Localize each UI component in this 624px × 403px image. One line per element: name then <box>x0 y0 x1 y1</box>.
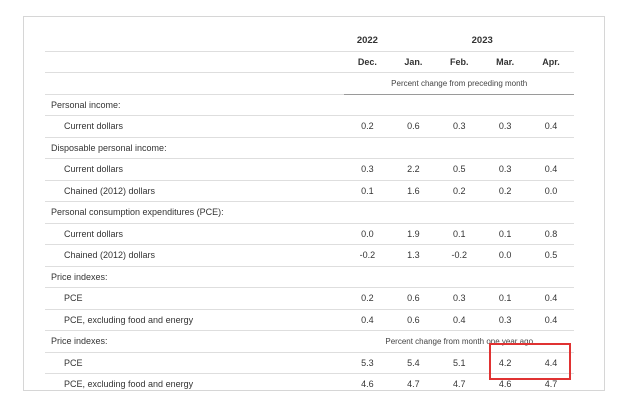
row-label: Current dollars <box>45 222 345 245</box>
table-row: Current dollars 0.2 0.6 0.3 0.3 0.4 <box>45 115 574 137</box>
value-cell: 2.2 <box>390 158 437 180</box>
year-2023: 2023 <box>471 34 493 46</box>
value-cell: 0.6 <box>390 115 437 137</box>
month-apr: Apr. <box>528 50 574 73</box>
table-row: Personal income: <box>45 93 574 116</box>
value-cell: 5.4 <box>390 351 437 374</box>
value-cell: -0.2 <box>436 244 483 266</box>
row-label: Chained (2012) dollars <box>45 179 345 202</box>
value-cell: 0.5 <box>528 244 574 266</box>
value-cell: 4.7 <box>436 373 483 395</box>
header-blank <box>45 50 345 73</box>
value-cell: 0.1 <box>482 222 529 245</box>
value-cell: 4.6 <box>344 373 391 395</box>
row-label: PCE, excluding food and energy <box>45 373 345 395</box>
value-cell: 1.9 <box>390 222 437 245</box>
month-mar: Mar. <box>482 50 529 73</box>
section-label: Personal consumption expenditures (PCE): <box>45 201 345 223</box>
unit-label-yoy: Percent change from month one year ago <box>344 330 574 352</box>
empty-cell <box>344 136 574 159</box>
value-cell: 4.7 <box>390 373 437 395</box>
header-blank <box>45 30 344 51</box>
year-2022: 2022 <box>356 34 378 46</box>
value-cell: 0.2 <box>436 179 483 202</box>
value-cell: 5.1 <box>436 351 483 374</box>
section-label: Personal income: <box>45 93 345 116</box>
month-dec: Dec. <box>344 50 391 73</box>
row-label: Current dollars <box>45 115 345 137</box>
value-cell: 0.4 <box>528 115 574 137</box>
value-cell: 0.4 <box>528 308 574 331</box>
table-row: PCE 5.3 5.4 5.1 4.2 4.4 <box>45 351 574 374</box>
value-cell: 1.3 <box>390 244 437 266</box>
value-cell: 0.5 <box>436 158 483 180</box>
empty-cell <box>344 265 574 288</box>
value-cell: 0.8 <box>528 222 574 245</box>
value-cell: 4.4 <box>528 351 574 374</box>
row-label: Current dollars <box>45 158 345 180</box>
value-cell: 0.4 <box>528 287 574 309</box>
value-cell: 1.6 <box>390 179 437 202</box>
value-cell: 0.3 <box>344 158 391 180</box>
value-cell: 0.3 <box>482 308 529 331</box>
value-cell: 0.4 <box>528 158 574 180</box>
empty-cell <box>344 201 574 223</box>
value-cell: 4.7 <box>528 373 574 395</box>
header-blank <box>45 72 345 94</box>
value-cell: 0.3 <box>436 115 483 137</box>
row-label: PCE, excluding food and energy <box>45 308 345 331</box>
value-cell: 0.6 <box>390 308 437 331</box>
table-row: PCE 0.2 0.6 0.3 0.1 0.4 <box>45 287 574 309</box>
table-row: PCE, excluding food and energy 0.4 0.6 0.4 0… <box>45 308 574 331</box>
pce-table: 2022 2023 Dec. Jan. Feb. Mar. Apr. Perce… <box>45 30 574 395</box>
data-table-panel: 2022 2023 Dec. Jan. Feb. Mar. Apr. Perce… <box>23 16 605 395</box>
value-cell: 5.3 <box>344 351 391 374</box>
row-label: PCE <box>45 351 345 374</box>
value-cell: 0.3 <box>482 158 529 180</box>
value-cell: 0.0 <box>482 244 529 266</box>
value-cell: 0.0 <box>528 179 574 202</box>
unit-row: Percent change from preceding month <box>45 72 574 95</box>
value-cell: 0.3 <box>436 287 483 309</box>
value-cell: 4.2 <box>482 351 529 374</box>
table-row: PCE, excluding food and energy 4.6 4.7 4.7 4… <box>45 373 574 395</box>
table-row: Current dollars 0.3 2.2 0.5 0.3 0.4 <box>45 158 574 180</box>
value-cell: 0.0 <box>344 222 391 245</box>
unit-label-monthly: Percent change from preceding month <box>344 72 574 95</box>
table-row: Price indexes: <box>45 265 574 288</box>
section-label: Price indexes: <box>45 330 345 352</box>
value-cell: 0.2 <box>482 179 529 202</box>
table-row: Disposable personal income: <box>45 136 574 159</box>
row-label: PCE <box>45 287 345 309</box>
table-row: Chained (2012) dollars -0.2 1.3 -0.2 0.0 0.5 <box>45 244 574 266</box>
value-cell: 4.6 <box>482 373 529 395</box>
month-jan: Jan. <box>390 50 437 73</box>
month-header-row: Dec. Jan. Feb. Mar. Apr. <box>45 50 574 73</box>
section-label: Price indexes: <box>45 265 345 288</box>
section-label: Disposable personal income: <box>45 136 345 159</box>
value-cell: 0.2 <box>344 115 391 137</box>
value-cell: 0.4 <box>344 308 391 331</box>
empty-cell <box>344 93 574 116</box>
table-row: Chained (2012) dollars 0.1 1.6 0.2 0.2 0.0 <box>45 179 574 202</box>
table-row: Price indexes: Percent change from month … <box>45 330 574 352</box>
value-cell: 0.1 <box>344 179 391 202</box>
year-header-row: 2022 2023 <box>45 30 574 51</box>
value-cell: 0.4 <box>436 308 483 331</box>
value-cell: -0.2 <box>344 244 391 266</box>
value-cell: 0.3 <box>482 115 529 137</box>
value-cell: 0.6 <box>390 287 437 309</box>
table-row: Personal consumption expenditures (PCE): <box>45 201 574 223</box>
row-label: Chained (2012) dollars <box>45 244 345 266</box>
value-cell: 0.1 <box>436 222 483 245</box>
table-row: Current dollars 0.0 1.9 0.1 0.1 0.8 <box>45 222 574 245</box>
value-cell: 0.2 <box>344 287 391 309</box>
month-feb: Feb. <box>436 50 483 73</box>
value-cell: 0.1 <box>482 287 529 309</box>
